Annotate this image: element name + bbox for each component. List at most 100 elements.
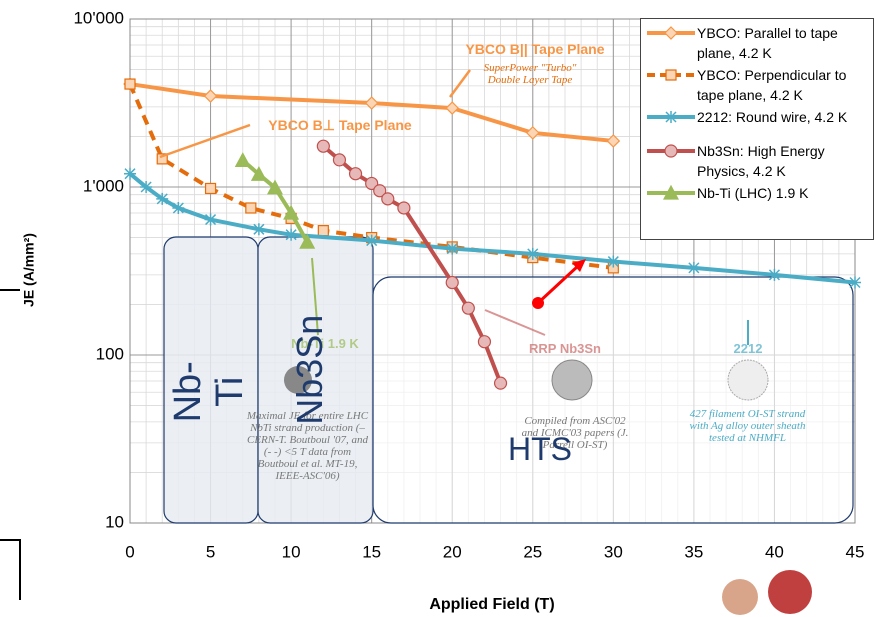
x-tick-label: 45 bbox=[846, 542, 865, 561]
annotation: HTS bbox=[508, 431, 572, 467]
x-tick-label: 40 bbox=[765, 542, 784, 561]
point bbox=[140, 181, 153, 193]
x-tick-label: 10 bbox=[282, 542, 301, 561]
point bbox=[607, 255, 620, 268]
point bbox=[373, 184, 387, 198]
y-tick-label: 1'000 bbox=[83, 176, 124, 195]
point bbox=[662, 184, 680, 200]
annotation: Nb-Ti bbox=[167, 361, 251, 423]
x-tick-label: 25 bbox=[523, 542, 542, 561]
legend-label: YBCO: Perpendicular to tape plane, 4.2 K bbox=[697, 67, 847, 103]
point bbox=[446, 242, 459, 255]
point bbox=[525, 126, 540, 140]
nbti-strand-icon bbox=[284, 366, 312, 394]
legend-label: YBCO: Parallel to tape plane, 4.2 K bbox=[697, 25, 838, 61]
x-tick-label: 20 bbox=[443, 542, 462, 561]
logo bbox=[722, 579, 758, 615]
point bbox=[493, 376, 508, 390]
nb3sn-strand-icon bbox=[551, 359, 593, 401]
point bbox=[664, 26, 678, 40]
hts-region bbox=[372, 276, 854, 524]
legend-item: YBCO: Perpendicular to tape plane, 4.2 K bbox=[645, 65, 869, 105]
point bbox=[252, 223, 265, 236]
y-tick-label: 100 bbox=[96, 344, 124, 363]
point bbox=[156, 192, 169, 205]
legend-label: Nb3Sn: High Energy Physics, 4.2 K bbox=[697, 143, 825, 179]
point bbox=[477, 335, 492, 349]
annotation: RRP Nb3Sn bbox=[529, 341, 601, 356]
x-tick-label: 30 bbox=[604, 542, 623, 561]
point bbox=[461, 301, 475, 315]
point bbox=[526, 247, 539, 260]
point bbox=[687, 261, 700, 274]
legend-label: 2212: Round wire, 4.2 K bbox=[697, 109, 848, 125]
annotation: Nb3Sn bbox=[289, 314, 331, 425]
bscco-strand-icon bbox=[727, 359, 769, 401]
red-arrow bbox=[536, 264, 580, 305]
point bbox=[397, 201, 411, 215]
x-axis-title: Applied Field (T) bbox=[429, 596, 554, 613]
legend-label: Nb-Ti (LHC) 1.9 K bbox=[697, 185, 809, 201]
red-arrow-head bbox=[572, 259, 586, 272]
annotation: 2212 bbox=[733, 341, 763, 356]
point bbox=[606, 134, 621, 148]
point bbox=[665, 69, 677, 81]
point bbox=[316, 139, 330, 153]
nbti-arrow bbox=[311, 257, 319, 336]
logo bbox=[768, 570, 812, 614]
legend-item: Nb-Ti (LHC) 1.9 K bbox=[645, 183, 869, 203]
series-line bbox=[129, 82, 614, 143]
point bbox=[365, 176, 379, 191]
point bbox=[768, 268, 781, 281]
left-bracket bbox=[0, 289, 21, 600]
point bbox=[204, 213, 217, 226]
point bbox=[445, 275, 459, 290]
point bbox=[332, 153, 347, 167]
point bbox=[266, 179, 284, 195]
point bbox=[445, 101, 460, 115]
legend-swatch bbox=[647, 144, 695, 158]
legend-swatch bbox=[647, 184, 695, 200]
x-tick-label: 0 bbox=[125, 542, 134, 561]
point bbox=[664, 144, 678, 158]
point bbox=[283, 204, 300, 220]
point bbox=[317, 225, 329, 237]
y-axis-title: JE (A/mm²) bbox=[21, 233, 37, 307]
annotation: Maximal JE for entire LHC NbTi strand pr… bbox=[246, 410, 369, 483]
y-tick-label: 10 bbox=[105, 512, 124, 531]
point bbox=[245, 202, 257, 214]
nb3sn-arrow bbox=[484, 309, 546, 336]
ybco-par-arrow bbox=[448, 69, 472, 98]
point bbox=[365, 234, 378, 247]
series-line bbox=[128, 172, 856, 285]
red-dot bbox=[532, 297, 544, 309]
point bbox=[364, 96, 379, 110]
point bbox=[124, 78, 136, 90]
point bbox=[665, 111, 677, 123]
point bbox=[203, 89, 218, 103]
ybco-perp-arrow bbox=[159, 123, 251, 159]
point bbox=[204, 182, 217, 195]
legend: YBCO: Parallel to tape plane, 4.2 K YBCO:… bbox=[640, 18, 874, 240]
annotation: Nb-Ti 1.9 K bbox=[291, 336, 359, 351]
legend-swatch bbox=[647, 26, 695, 40]
legend-item: YBCO: Parallel to tape plane, 4.2 K bbox=[645, 23, 869, 63]
point bbox=[381, 192, 395, 206]
annotation: 427 filament OI-ST strand with Ag alloy … bbox=[689, 408, 806, 445]
point bbox=[348, 167, 363, 181]
annotation: SuperPower "Turbo" Double Layer Tape bbox=[483, 62, 577, 87]
annotation: YBCO B⊥ Tape Plane bbox=[268, 117, 412, 133]
point bbox=[234, 152, 251, 167]
x-tick-label: 5 bbox=[206, 542, 215, 561]
point bbox=[124, 167, 136, 180]
point bbox=[849, 276, 861, 289]
legend-swatch bbox=[647, 111, 695, 123]
x-tick-label: 15 bbox=[362, 542, 381, 561]
y-tick-label: 10'000 bbox=[73, 8, 124, 27]
point bbox=[172, 201, 185, 214]
point bbox=[250, 166, 267, 181]
point bbox=[156, 153, 168, 165]
point bbox=[299, 233, 316, 249]
